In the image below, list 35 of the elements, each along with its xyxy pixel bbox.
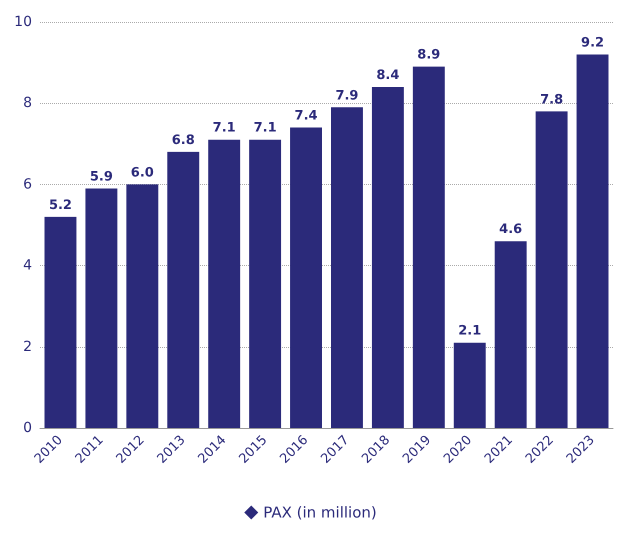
bar	[290, 128, 322, 428]
bar	[249, 140, 282, 428]
data-label: 7.4	[294, 108, 318, 124]
data-label: 2.1	[458, 324, 482, 339]
data-label: 7.9	[335, 88, 358, 104]
y-tick-label: 4	[23, 258, 32, 274]
bar	[208, 140, 240, 428]
data-label: 4.6	[499, 222, 522, 238]
data-label: 6.8	[172, 132, 195, 148]
bar	[576, 54, 608, 428]
data-label: 9.2	[581, 35, 604, 50]
y-tick-label: 10	[14, 14, 32, 30]
data-label: 5.9	[90, 169, 113, 184]
bar	[85, 188, 118, 428]
data-label: 7.8	[540, 92, 564, 108]
bar	[454, 342, 486, 428]
data-label: 6.0	[130, 165, 154, 180]
bar	[494, 241, 527, 428]
bar	[372, 86, 404, 428]
y-tick-label: 2	[23, 338, 32, 355]
bar	[412, 66, 445, 428]
data-label: 7.1	[254, 120, 277, 136]
y-tick-label: 8	[23, 95, 32, 112]
bar	[126, 184, 158, 428]
bar	[44, 216, 76, 428]
data-label: 8.9	[417, 48, 440, 63]
bar	[167, 152, 200, 428]
legend-label: PAX (in million)	[263, 504, 377, 522]
data-label: 8.4	[376, 68, 400, 83]
y-tick-label: 0	[23, 420, 32, 436]
bar	[331, 107, 363, 428]
data-label: 5.2	[48, 198, 72, 213]
y-tick-label: 6	[23, 176, 32, 192]
bar	[536, 111, 568, 428]
data-label: 7.1	[212, 120, 236, 136]
